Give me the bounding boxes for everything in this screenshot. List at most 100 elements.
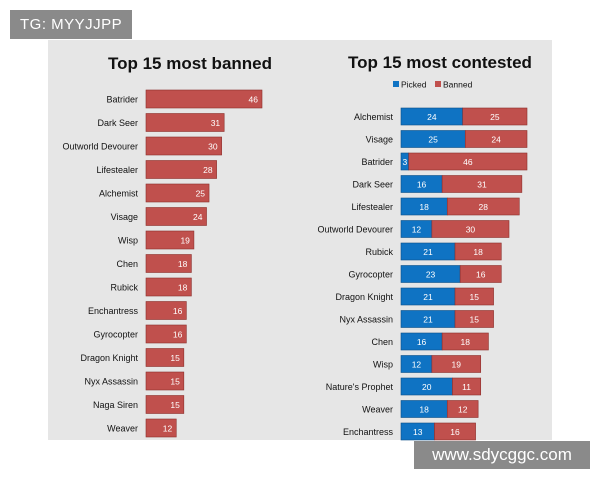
chart2-bar-banned <box>462 107 528 126</box>
chart2-category-label: Rubick <box>365 247 393 257</box>
chart1-bar <box>145 277 192 297</box>
chart2-title: Top 15 most contested <box>348 53 532 72</box>
chart2-data-label-picked: 21 <box>423 247 433 257</box>
chart2-data-label-banned: 16 <box>450 427 460 437</box>
chart2-category-label: Enchantress <box>343 427 394 437</box>
chart1-data-label: 25 <box>196 189 206 199</box>
chart2-data-label-picked: 20 <box>422 382 432 392</box>
chart2-category-label: Nyx Assassin <box>339 315 393 325</box>
chart1-bar <box>145 371 185 391</box>
chart2-data-label-picked: 16 <box>417 337 427 347</box>
chart2-data-label-picked: 18 <box>419 202 429 212</box>
chart1-category-label: Visage <box>111 212 138 222</box>
chart1-data-label: 16 <box>173 330 183 340</box>
chart1-data-label: 46 <box>249 95 259 105</box>
chart2-data-label-banned: 15 <box>470 315 480 325</box>
chart2-legend-swatch <box>393 81 399 87</box>
chart2-data-label-picked: 21 <box>423 315 433 325</box>
chart1-bar <box>145 254 192 273</box>
chart1-data-label: 31 <box>211 118 221 128</box>
chart2-data-label-picked: 23 <box>426 270 436 280</box>
chart2-bar-banned <box>446 197 520 216</box>
chart2-bar-banned <box>441 332 489 351</box>
chart2-data-label-banned: 11 <box>462 382 471 392</box>
chart2-bar-banned <box>441 175 523 193</box>
chart1-category-label: Dragon Knight <box>80 353 138 363</box>
chart2-data-label-banned: 28 <box>479 202 489 212</box>
chart2-legend-label: Banned <box>443 80 473 90</box>
chart2-data-label-banned: 18 <box>461 337 471 347</box>
chart1-bar <box>145 89 263 109</box>
chart2-bar-banned <box>459 265 502 283</box>
chart1-category-label: Dark Seer <box>97 118 138 128</box>
chart1-bar <box>145 183 210 203</box>
chart2-data-label-picked: 21 <box>423 292 433 302</box>
chart2-category-label: Wisp <box>373 360 393 370</box>
chart2-data-label-banned: 46 <box>463 157 473 167</box>
chart2-category-label: Dark Seer <box>352 180 393 190</box>
chart2-legend-swatch <box>435 81 441 87</box>
chart1-category-label: Naga Siren <box>93 400 138 410</box>
watermark-bottom-right: www.sdycggc.com <box>414 441 590 469</box>
chart2-legend-label: Picked <box>401 80 427 90</box>
chart1-bar <box>145 136 222 156</box>
chart2-category-label: Gyrocopter <box>348 270 393 280</box>
chart2-category-label: Weaver <box>362 405 393 415</box>
chart1-data-label: 15 <box>170 353 180 363</box>
chart1-bar <box>145 301 187 320</box>
chart-panel <box>48 40 552 440</box>
chart2-data-label-banned: 12 <box>458 405 468 415</box>
chart2-data-label-picked: 18 <box>419 405 429 415</box>
chart1-bar <box>145 395 185 414</box>
chart1-bar <box>145 418 177 438</box>
chart1-category-label: Wisp <box>118 236 138 246</box>
chart2-data-label-picked: 13 <box>413 427 423 437</box>
chart2-category-label: Outworld Devourer <box>317 225 393 235</box>
chart1-data-label: 15 <box>170 400 180 410</box>
chart2-data-label-banned: 25 <box>490 112 500 122</box>
chart1-category-label: Enchantress <box>88 306 139 316</box>
chart2-data-label-banned: 24 <box>491 135 501 145</box>
chart2-bar-banned <box>431 220 510 238</box>
chart2-bar-banned <box>431 355 482 373</box>
chart1-category-label: Rubick <box>110 283 138 293</box>
chart2-category-label: Visage <box>366 135 393 145</box>
chart2-bar-banned <box>446 400 479 418</box>
chart2-data-label-banned: 16 <box>476 270 486 280</box>
chart1-category-label: Weaver <box>107 424 138 434</box>
chart1-data-label: 18 <box>178 259 188 269</box>
chart2-bar-banned <box>454 242 502 261</box>
chart1-bar <box>145 230 195 250</box>
chart2-data-label-banned: 30 <box>466 225 476 235</box>
chart1-data-label: 12 <box>163 424 173 434</box>
chart2-data-label-banned: 15 <box>470 292 480 302</box>
chart2-bar-banned <box>464 130 528 148</box>
chart1-title: Top 15 most banned <box>108 54 272 73</box>
chart1-category-label: Nyx Assassin <box>84 377 138 387</box>
chart1-data-label: 28 <box>203 165 213 175</box>
chart2-data-label-banned: 31 <box>477 180 487 190</box>
chart1-bar <box>145 113 225 132</box>
chart1-bar <box>145 160 217 179</box>
chart2-data-label-picked: 24 <box>427 112 437 122</box>
chart2-bar-banned <box>452 377 482 396</box>
chart1-category-label: Gyrocopter <box>93 330 138 340</box>
chart1-data-label: 18 <box>178 283 188 293</box>
chart1-data-label: 15 <box>170 377 180 387</box>
chart2-category-label: Dragon Knight <box>335 292 393 302</box>
chart2-data-label-picked: 3 <box>403 157 408 167</box>
chart1-category-label: Batrider <box>106 95 138 105</box>
chart1-bar <box>145 348 185 367</box>
chart1-category-label: Outworld Devourer <box>62 142 138 152</box>
chart1-data-label: 19 <box>180 236 190 246</box>
chart2-category-label: Alchemist <box>354 112 394 122</box>
chart2-data-label-banned: 19 <box>452 360 462 370</box>
chart2-category-label: Nature's Prophet <box>326 382 394 392</box>
watermark-top-left: TG: MYYJJPP <box>10 10 133 39</box>
chart1-bar <box>145 207 207 226</box>
chart2-category-label: Batrider <box>361 157 393 167</box>
chart1-data-label: 30 <box>208 142 218 152</box>
chart1-data-label: 16 <box>173 306 183 316</box>
chart2-data-label-picked: 12 <box>412 360 422 370</box>
